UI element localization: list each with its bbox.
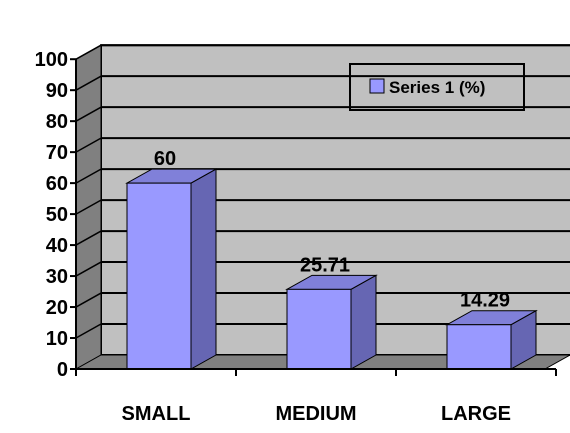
labels: 0 10 20 30 40 50 60 70 80 90 100 60 SMALL 25.71 MEDIUM… xyxy=(35,49,511,425)
bar-front xyxy=(286,288,352,370)
y-tick-label: 20 xyxy=(46,297,68,319)
gridline-side xyxy=(75,75,102,91)
gridline-side xyxy=(75,199,102,215)
legend-label: Series 1 (%) xyxy=(389,78,485,97)
gridline-side xyxy=(75,168,102,184)
bar-front xyxy=(126,182,192,370)
y-tick-label: 30 xyxy=(46,266,68,288)
data-label: 60 xyxy=(154,148,176,170)
legend-swatch xyxy=(369,78,385,94)
gridline-side xyxy=(75,44,102,60)
y-tick-label: 80 xyxy=(46,111,68,133)
bar-front xyxy=(446,324,512,370)
y-tick-label: 70 xyxy=(46,142,68,164)
bar xyxy=(125,168,218,370)
bar-side xyxy=(350,274,377,370)
y-tick-label: 40 xyxy=(46,235,68,257)
bar xyxy=(445,309,538,370)
y-tick-label: 0 xyxy=(57,359,68,381)
data-label: 14.29 xyxy=(460,290,510,312)
data-label: 25.71 xyxy=(300,254,350,276)
gridline-side xyxy=(75,230,102,246)
gridline-side xyxy=(75,137,102,153)
gridline-side xyxy=(75,261,102,277)
bars xyxy=(125,168,538,370)
gridline-side xyxy=(75,106,102,122)
legend-box xyxy=(349,63,525,111)
axes xyxy=(75,59,557,376)
y-tick-label: 90 xyxy=(46,80,68,102)
bar-side xyxy=(190,168,217,370)
legend: Series 1 (%) xyxy=(349,63,525,111)
y-tick-label: 10 xyxy=(46,328,68,350)
bar xyxy=(285,274,378,370)
x-category-label: SMALL xyxy=(122,403,191,425)
y-tick-label: 100 xyxy=(35,49,68,71)
x-category-label: LARGE xyxy=(441,403,511,425)
y-tick-label: 50 xyxy=(46,204,68,226)
y-tick-label: 60 xyxy=(46,173,68,195)
gridline-side xyxy=(75,292,102,308)
x-category-label: MEDIUM xyxy=(275,403,356,425)
gridline-side xyxy=(75,323,102,339)
